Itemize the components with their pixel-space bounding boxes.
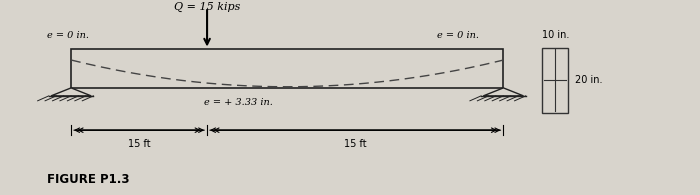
- Bar: [542, 48, 568, 113]
- Text: Q = 15 kips: Q = 15 kips: [174, 2, 240, 12]
- Text: e = 0 in.: e = 0 in.: [438, 31, 480, 41]
- Text: e = + 3.33 in.: e = + 3.33 in.: [204, 98, 272, 107]
- Text: 10 in.: 10 in.: [542, 30, 569, 40]
- Bar: [71, 50, 503, 88]
- Polygon shape: [51, 88, 91, 96]
- Text: 15 ft: 15 ft: [128, 139, 150, 149]
- Text: e = 0 in.: e = 0 in.: [47, 31, 89, 41]
- Text: 20 in.: 20 in.: [575, 75, 603, 85]
- Text: FIGURE P1.3: FIGURE P1.3: [47, 173, 130, 186]
- Text: 15 ft: 15 ft: [344, 139, 367, 149]
- Polygon shape: [483, 88, 524, 96]
